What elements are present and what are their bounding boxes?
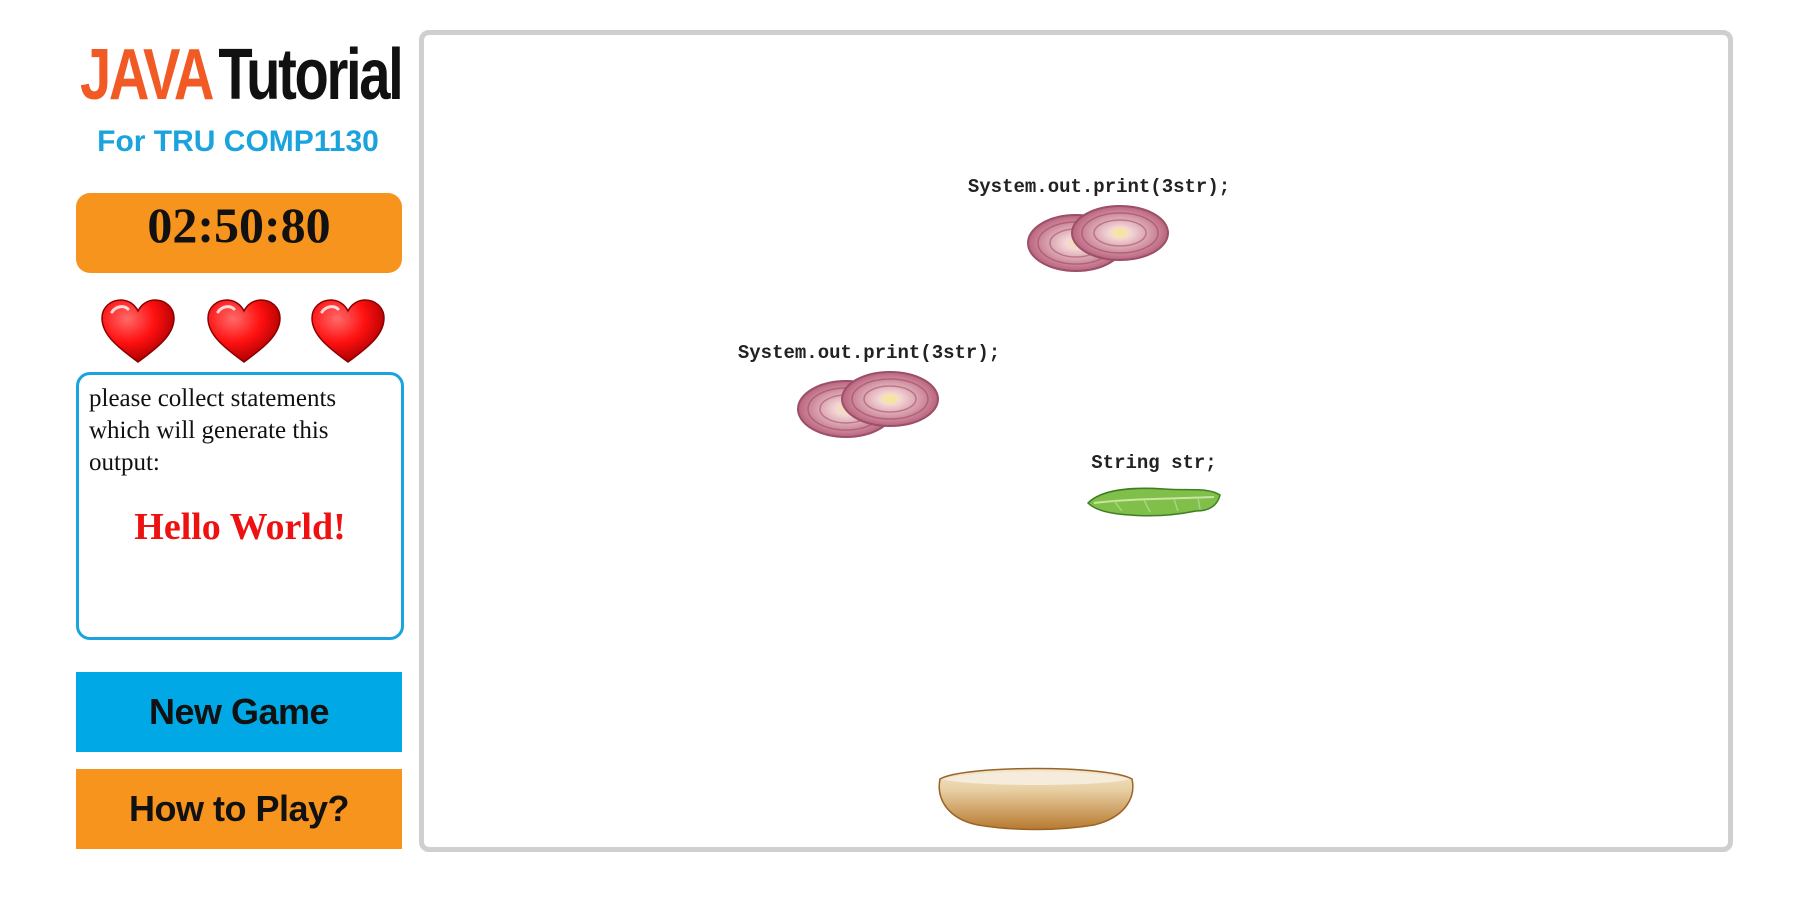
logo-java: JAVA (80, 35, 214, 115)
onion-icon (1027, 205, 1169, 272)
timer: 02:50:80 (76, 193, 402, 273)
target-output: Hello World! (134, 506, 346, 548)
logo-subtitle: For TRU COMP1130 (97, 125, 379, 158)
statement-label: String str; (1091, 452, 1217, 474)
heart-icon (207, 299, 281, 363)
sidebar: JAVATutorial For TRU COMP1130 02:50:80 p… (76, 30, 412, 850)
new-game-button[interactable]: New Game (76, 672, 402, 752)
heart-icon (101, 299, 175, 363)
statement-label: System.out.print(3str); (967, 176, 1231, 198)
instructions-panel: please collect statements which will gen… (76, 372, 404, 640)
falling-item[interactable]: System.out.print(3str); (714, 341, 1024, 441)
lives (98, 298, 398, 368)
game-board[interactable]: System.out.print(3str); System.out.print… (419, 30, 1733, 852)
heart-icon (311, 299, 385, 363)
logo: JAVATutorial For TRU COMP1130 (76, 30, 404, 162)
statement-label: System.out.print(3str); (737, 342, 1001, 364)
falling-item[interactable]: String str; (1064, 451, 1244, 521)
logo-tutorial: Tutorial (218, 35, 403, 115)
logo-title: JAVATutorial (80, 30, 404, 120)
onion-icon (797, 371, 939, 438)
bun-icon[interactable] (934, 763, 1138, 831)
falling-item[interactable]: System.out.print(3str); (944, 175, 1254, 275)
how-to-play-button[interactable]: How to Play? (76, 769, 402, 849)
lettuce-icon (1086, 487, 1221, 517)
instruction-text: please collect statements which will gen… (89, 385, 337, 476)
